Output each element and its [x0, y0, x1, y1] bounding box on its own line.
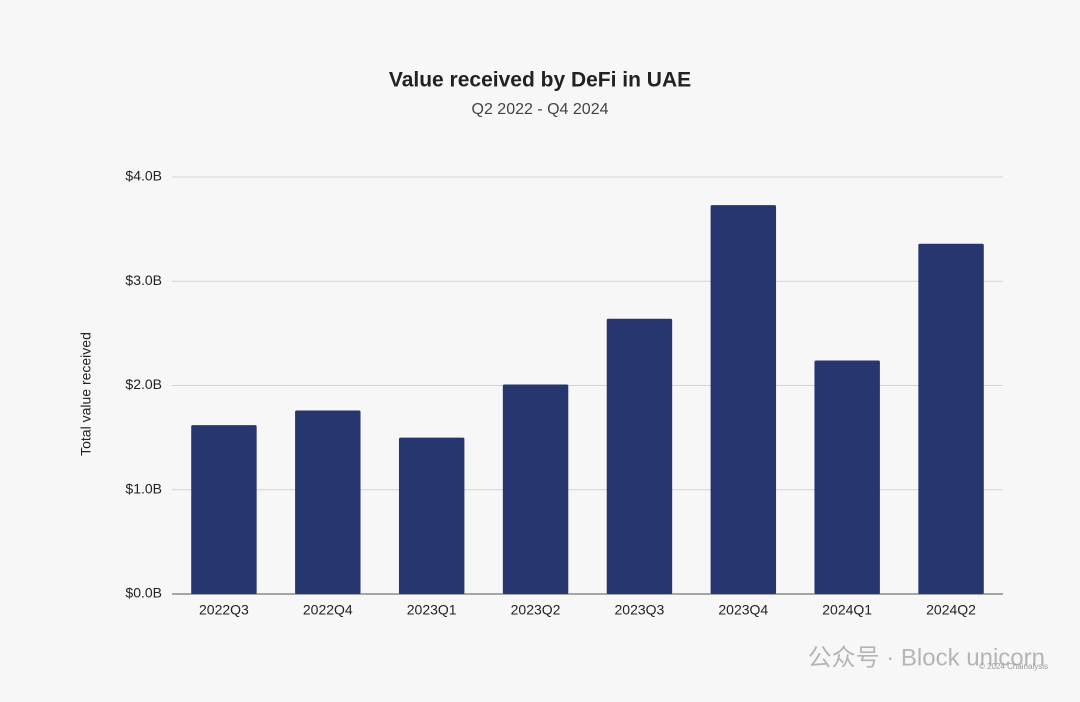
bar	[814, 360, 880, 594]
bar	[191, 425, 257, 594]
x-tick-label: 2023Q2	[511, 602, 561, 618]
bar	[606, 318, 673, 594]
y-tick-label: $4.0B	[125, 168, 162, 184]
x-tick-label: 2023Q1	[407, 602, 457, 618]
y-axis-label: Total value received	[78, 332, 94, 456]
bar	[710, 205, 777, 594]
bar	[398, 437, 465, 594]
y-tick-label: $2.0B	[125, 376, 162, 392]
y-tick-label: $3.0B	[125, 272, 162, 288]
bar	[502, 384, 569, 594]
y-tick-label: $0.0B	[125, 585, 162, 601]
bar	[918, 243, 984, 594]
watermark: 公众号 · Block unicorn	[808, 644, 1045, 671]
x-tick-label: 2022Q4	[303, 602, 353, 618]
x-tick-label: 2024Q1	[822, 602, 872, 618]
x-tick-label: 2023Q3	[615, 602, 665, 618]
bar	[295, 410, 361, 594]
chart-subtitle: Q2 2022 - Q4 2024	[472, 101, 609, 118]
credit: © 2024 Chainalysis	[979, 662, 1048, 671]
x-tick-label: 2022Q3	[199, 602, 249, 618]
chart-title: Value received by DeFi in UAE	[389, 69, 691, 92]
x-tick-label: 2024Q2	[926, 602, 976, 618]
y-tick-label: $1.0B	[125, 480, 162, 496]
x-tick-label: 2023Q4	[718, 602, 768, 618]
